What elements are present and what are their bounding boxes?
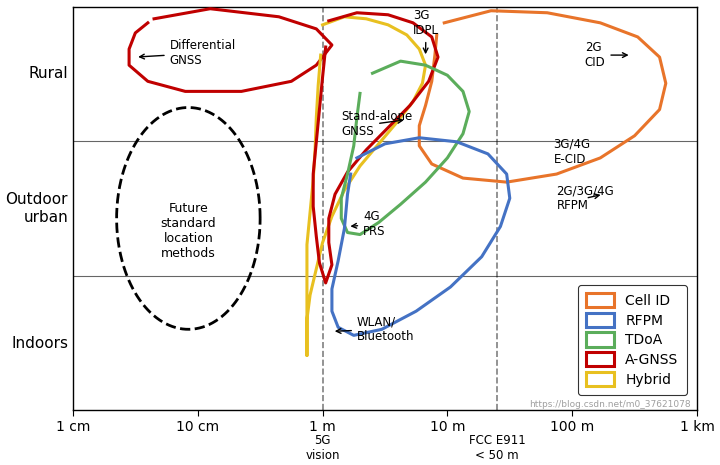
Text: 4G
PRS: 4G PRS [352,211,386,239]
Text: 2G
CID: 2G CID [585,41,627,69]
Text: Future
standard
location
methods: Future standard location methods [161,201,216,259]
Text: Differential
GNSS: Differential GNSS [140,39,236,67]
Text: 2G/3G/4G
RFPM: 2G/3G/4G RFPM [557,184,614,212]
Legend: Cell ID, RFPM, TDoA, A-GNSS, Hybrid: Cell ID, RFPM, TDoA, A-GNSS, Hybrid [578,285,687,395]
Text: 5G
vision: 5G vision [305,434,340,462]
Text: FCC E911
< 50 m: FCC E911 < 50 m [469,434,526,462]
Text: 3G/4G
E-CID: 3G/4G E-CID [554,138,590,166]
Text: 3G
IDPL: 3G IDPL [413,9,439,53]
Text: Stand-alone
GNSS: Stand-alone GNSS [341,110,413,138]
Text: WLAN/
Bluetooth: WLAN/ Bluetooth [336,315,415,343]
Text: https://blog.csdn.net/m0_37621078: https://blog.csdn.net/m0_37621078 [529,400,690,409]
